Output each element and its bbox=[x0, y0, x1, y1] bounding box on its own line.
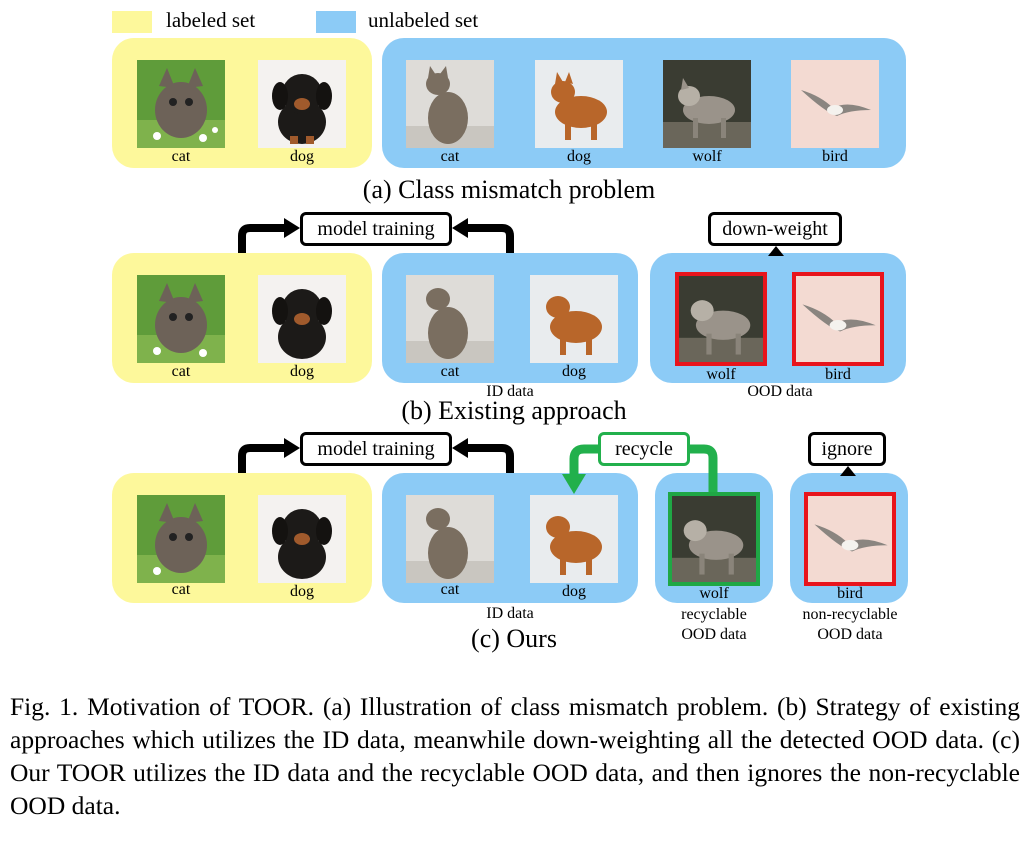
row-c-recyclable-label-2: OOD data bbox=[681, 626, 747, 643]
row-c-left-arrowhead bbox=[284, 438, 300, 458]
row-b-ood-wolf-label: wolf bbox=[706, 366, 736, 383]
down-weight-box: down-weight bbox=[708, 212, 842, 246]
model-training-box-b: model training bbox=[300, 212, 452, 246]
dog-puppy-photo bbox=[258, 60, 346, 148]
row-c-recyclable-label-1: recyclable bbox=[681, 606, 747, 623]
row-b-right-arrowhead bbox=[452, 218, 468, 238]
labeled-set-legend: labeled set bbox=[166, 8, 256, 32]
row-b-ood-bird-label: bird bbox=[825, 366, 851, 383]
model-training-box-c: model training bbox=[300, 432, 452, 466]
labeled-set-swatch bbox=[112, 11, 152, 33]
cat-kitten-photo bbox=[137, 60, 225, 148]
row-c-bird-label: bird bbox=[837, 585, 863, 602]
dog-shiba-photo bbox=[530, 275, 618, 363]
figure-caption: Fig. 1. Motivation of TOOR. (a) Illustra… bbox=[10, 692, 1020, 820]
row-b-right-arrow bbox=[462, 224, 514, 253]
row-b-id-data-label: ID data bbox=[486, 383, 534, 400]
row-a-unlabeled-dog-label: dog bbox=[567, 148, 591, 165]
cat-tabby-photo bbox=[406, 275, 494, 363]
row-b-ood-data-label: OOD data bbox=[747, 383, 813, 400]
unlabeled-set-legend: unlabeled set bbox=[368, 8, 479, 32]
row-c-nonrecyclable-label-1: non-recyclable bbox=[802, 606, 898, 623]
unlabeled-set-swatch bbox=[316, 11, 356, 33]
row-c-right-arrowhead bbox=[452, 438, 468, 458]
row-c-labeled-cat-label: cat bbox=[171, 581, 191, 598]
row-c-id-dog-label: dog bbox=[562, 583, 586, 600]
row-a-unlabeled-wolf-label: wolf bbox=[692, 148, 722, 165]
ignore-box: ignore bbox=[808, 432, 886, 466]
row-b-labeled-dog-label: dog bbox=[290, 363, 314, 380]
row-b-left-arrowhead bbox=[284, 218, 300, 238]
row-a-labeled-cat-label: cat bbox=[171, 148, 191, 165]
caption-a: (a) Class mismatch problem bbox=[362, 175, 656, 204]
row-a-unlabeled-cat-label: cat bbox=[440, 148, 460, 165]
bird-nonrecyclable-photo bbox=[804, 492, 896, 586]
bird-photo bbox=[791, 60, 879, 148]
wolf-ood-photo bbox=[675, 272, 767, 366]
cat-tabby-photo bbox=[406, 60, 494, 148]
dog-puppy-photo bbox=[258, 275, 346, 363]
row-c-labeled-dog-label: dog bbox=[290, 583, 314, 600]
dog-shiba-photo bbox=[535, 60, 623, 148]
row-c-id-cat-label: cat bbox=[440, 581, 460, 598]
dog-puppy-photo bbox=[258, 495, 346, 583]
dog-shiba-photo bbox=[530, 495, 618, 583]
row-a-unlabeled-bird-label: bird bbox=[822, 148, 848, 165]
row-b-id-dog-label: dog bbox=[562, 363, 586, 380]
cat-kitten-photo bbox=[137, 495, 225, 583]
cat-kitten-photo bbox=[137, 275, 225, 363]
row-c-wolf-label: wolf bbox=[699, 585, 729, 602]
row-c-nonrecyclable-label-2: OOD data bbox=[817, 626, 883, 643]
caption-b: (b) Existing approach bbox=[401, 396, 627, 425]
wolf-recyclable-photo bbox=[668, 492, 760, 586]
row-c-left-arrow bbox=[238, 444, 290, 473]
row-b-labeled-cat-label: cat bbox=[171, 363, 191, 380]
caption-c: (c) Ours bbox=[471, 624, 557, 653]
row-c-id-data-label: ID data bbox=[486, 605, 534, 622]
recycle-box: recycle bbox=[598, 432, 690, 466]
row-b-left-arrow bbox=[238, 224, 290, 253]
cat-tabby-photo bbox=[406, 495, 494, 583]
wolf-photo bbox=[663, 60, 751, 148]
bird-ood-photo bbox=[792, 272, 884, 366]
row-b-id-cat-label: cat bbox=[440, 363, 460, 380]
row-a-labeled-dog-label: dog bbox=[290, 148, 314, 165]
row-c-right-arrow bbox=[462, 444, 514, 473]
